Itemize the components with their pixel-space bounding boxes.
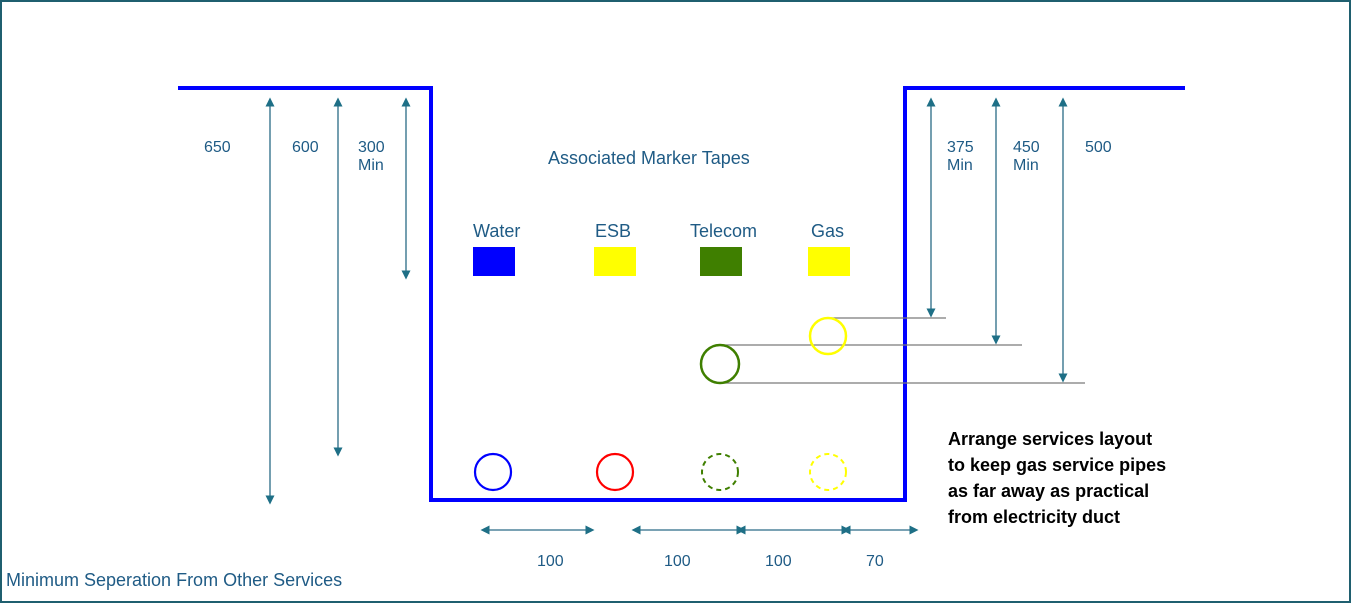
spacing-label-1: 100	[537, 553, 564, 570]
gas-pipe-raised	[808, 316, 848, 356]
depth-label-450: 450	[1013, 139, 1040, 156]
esb-duct	[595, 452, 635, 492]
tape-swatch-gas	[808, 247, 850, 276]
depth-label-650: 650	[204, 139, 231, 156]
tape-label-telecom: Telecom	[690, 221, 757, 241]
depth-label-450-min: Min	[1013, 157, 1039, 174]
marker-tapes-title: Associated Marker Tapes	[548, 148, 750, 168]
diagram-caption: Minimum Seperation From Other Services	[6, 570, 342, 590]
depth-label-375-min: Min	[947, 157, 973, 174]
tape-swatch-water	[473, 247, 515, 276]
gas-pipe-alt	[809, 453, 847, 491]
leader-lines	[720, 317, 1085, 384]
spacing-label-3: 100	[765, 553, 792, 570]
telecom-pipe-raised	[699, 343, 741, 385]
tape-label-gas: Gas	[811, 221, 844, 241]
spacing-label-4: 70	[866, 553, 884, 570]
trench-outline	[178, 86, 1185, 502]
note-line-4: from electricity duct	[948, 507, 1120, 527]
note-line-3: as far away as practical	[948, 481, 1149, 501]
depth-label-375: 375	[947, 139, 974, 156]
depth-label-300: 300	[358, 139, 385, 156]
depth-label-600: 600	[292, 139, 319, 156]
depth-label-500: 500	[1085, 139, 1112, 156]
spacing-label-2: 100	[664, 553, 691, 570]
tape-label-esb: ESB	[595, 221, 631, 241]
note-line-1: Arrange services layout	[948, 429, 1152, 449]
depth-label-300-min: Min	[358, 157, 384, 174]
left-depth-arrows	[265, 97, 411, 505]
tape-swatch-esb	[594, 247, 636, 276]
tape-swatch-telecom	[700, 247, 742, 276]
right-depth-arrows	[926, 97, 1068, 383]
water-pipe	[473, 452, 513, 492]
telecom-duct-alt	[701, 453, 739, 491]
note-line-2: to keep gas service pipes	[948, 455, 1166, 475]
tape-label-water: Water	[473, 221, 520, 241]
